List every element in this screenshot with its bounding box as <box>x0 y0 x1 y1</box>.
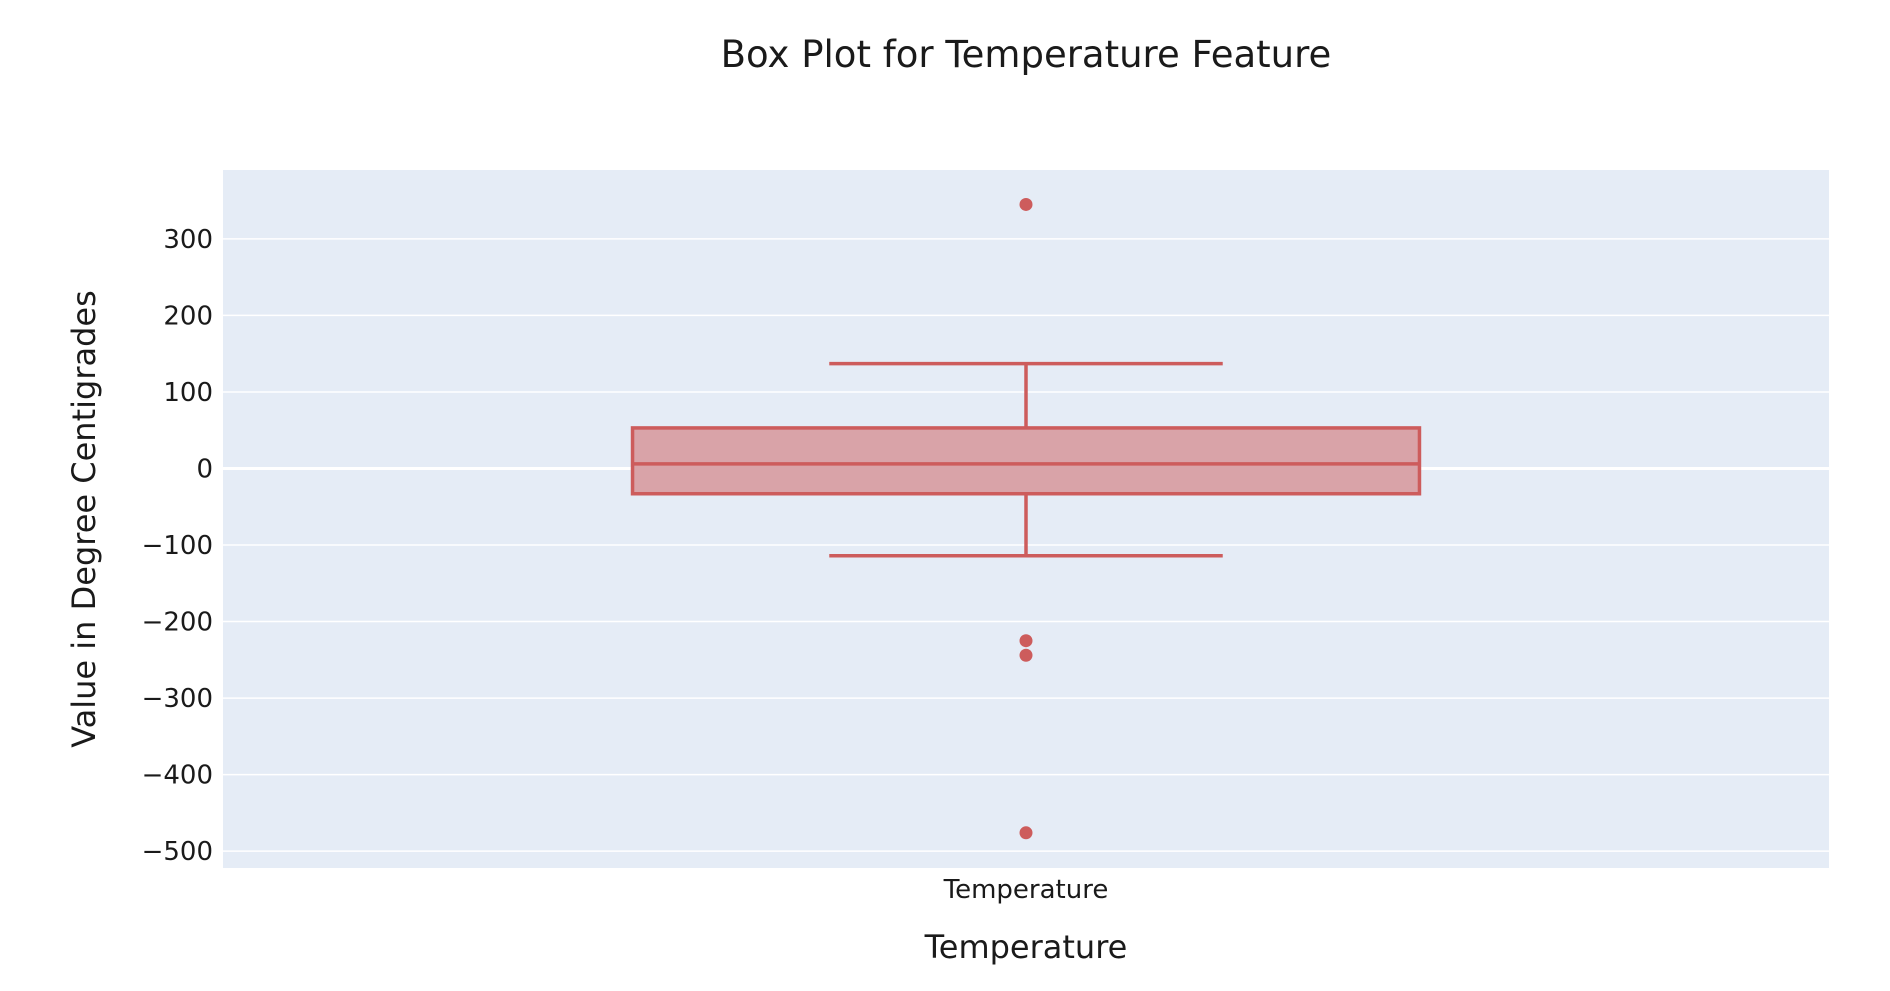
box-series <box>630 197 1422 840</box>
y-tick-label: −400 <box>142 761 213 791</box>
y-tick-label: 200 <box>163 301 213 331</box>
y-tick-label: −300 <box>142 684 213 714</box>
y-tick-labels: 300 200 100 0 −100 −200 −300 −400 −500 <box>142 225 213 867</box>
y-tick-label: 0 <box>196 454 213 484</box>
chart-title: Box Plot for Temperature Feature <box>721 33 1332 76</box>
x-axis-title: Temperature <box>924 928 1128 966</box>
outlier-point <box>1019 826 1033 840</box>
y-tick-label: −100 <box>142 531 213 561</box>
x-tick-label: Temperature <box>943 875 1109 905</box>
x-tick-labels: Temperature <box>943 875 1109 905</box>
y-axis-title: Value in Degree Centigrades <box>65 290 103 748</box>
y-tick-label: −200 <box>142 608 213 638</box>
outlier-point <box>1019 197 1033 211</box>
outlier-point <box>1019 648 1033 662</box>
iqr-box <box>630 426 1422 496</box>
y-tick-label: −500 <box>142 837 213 867</box>
outlier-point <box>1019 634 1033 648</box>
y-tick-label: 100 <box>163 378 213 408</box>
y-tick-label: 300 <box>163 225 213 255</box>
